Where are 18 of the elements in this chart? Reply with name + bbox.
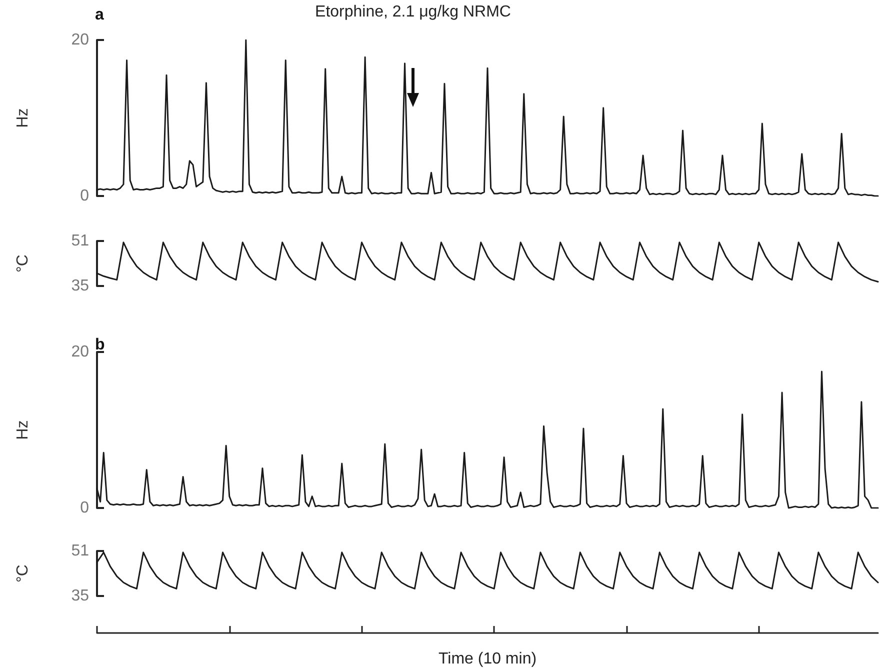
x-axis-title: Time (10 min) bbox=[438, 650, 537, 668]
y-axis-title: °C bbox=[14, 564, 32, 582]
y-tick-label: 35 bbox=[71, 588, 90, 604]
y-tick-label: 51 bbox=[71, 232, 90, 250]
line-series bbox=[96, 39, 879, 197]
text: Etorphine, 2.1 μg/kg NRMC bbox=[315, 4, 511, 20]
y-tick-label: 0 bbox=[80, 188, 90, 204]
y-tick-label: 51 bbox=[71, 542, 90, 560]
y-axis-title: Hz bbox=[14, 420, 32, 440]
line-series bbox=[96, 242, 879, 283]
y-tick-label: 35 bbox=[71, 278, 90, 294]
chart-title: b bbox=[95, 336, 105, 354]
y-tick-label: 0 bbox=[80, 500, 90, 516]
y-tick-label: 20 bbox=[71, 32, 90, 48]
y-tick-label: 20 bbox=[71, 344, 90, 360]
y-axis-title: °C bbox=[14, 254, 32, 272]
chart-title: a bbox=[95, 6, 104, 24]
y-axis-title: Hz bbox=[14, 108, 32, 128]
